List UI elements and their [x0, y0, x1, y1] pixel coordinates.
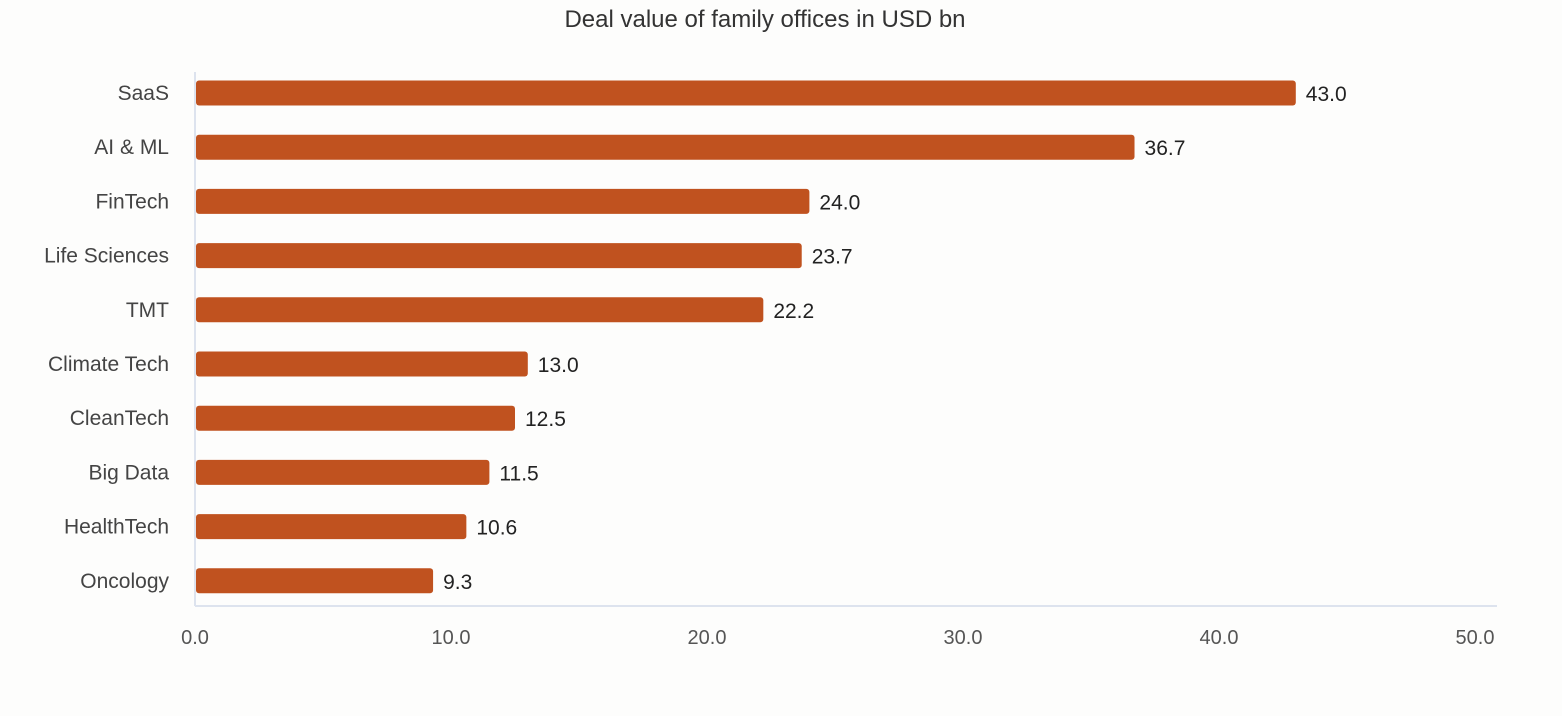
x-tick-label: 40.0 [1200, 627, 1239, 649]
category-label: FinTech [95, 190, 169, 213]
category-label: CleanTech [70, 407, 169, 430]
category-label: HealthTech [64, 516, 169, 539]
value-label: 23.7 [812, 246, 853, 269]
bar-life-sciences[interactable] [196, 243, 802, 269]
value-label: 10.6 [476, 517, 517, 540]
category-label: Life Sciences [44, 245, 169, 268]
category-label: AI & ML [94, 136, 169, 159]
category-label: Oncology [80, 570, 169, 593]
chart-title: Deal value of family offices in USD bn [564, 6, 966, 33]
value-label: 13.0 [538, 354, 579, 377]
value-label: 22.2 [773, 300, 814, 323]
x-tick-label: 30.0 [944, 627, 983, 649]
value-label: 12.5 [525, 408, 566, 431]
x-tick-label: 20.0 [688, 627, 727, 649]
bar-healthtech[interactable] [196, 514, 467, 540]
bar-cleantech[interactable] [196, 405, 515, 431]
x-tick-label: 10.0 [432, 627, 471, 649]
bar-big-data[interactable] [196, 459, 490, 485]
value-label: 36.7 [1145, 137, 1186, 160]
x-tick-label: 50.0 [1456, 627, 1495, 649]
value-label: 11.5 [499, 462, 538, 485]
value-label: 9.3 [443, 571, 472, 594]
category-label: SaaS [118, 82, 169, 105]
bar-oncology[interactable] [196, 568, 434, 594]
bar-climate-tech[interactable] [196, 351, 528, 377]
value-label: 43.0 [1306, 83, 1347, 106]
category-label: Climate Tech [48, 353, 169, 376]
bar-tmt[interactable] [196, 297, 764, 323]
category-label: TMT [126, 299, 169, 322]
value-label: 24.0 [819, 191, 860, 214]
x-tick-label: 0.0 [181, 627, 209, 649]
bar-saas[interactable] [196, 80, 1296, 106]
bar-ai-ml[interactable] [196, 134, 1135, 160]
category-label: Big Data [88, 461, 169, 484]
bar-fintech[interactable] [196, 188, 810, 214]
